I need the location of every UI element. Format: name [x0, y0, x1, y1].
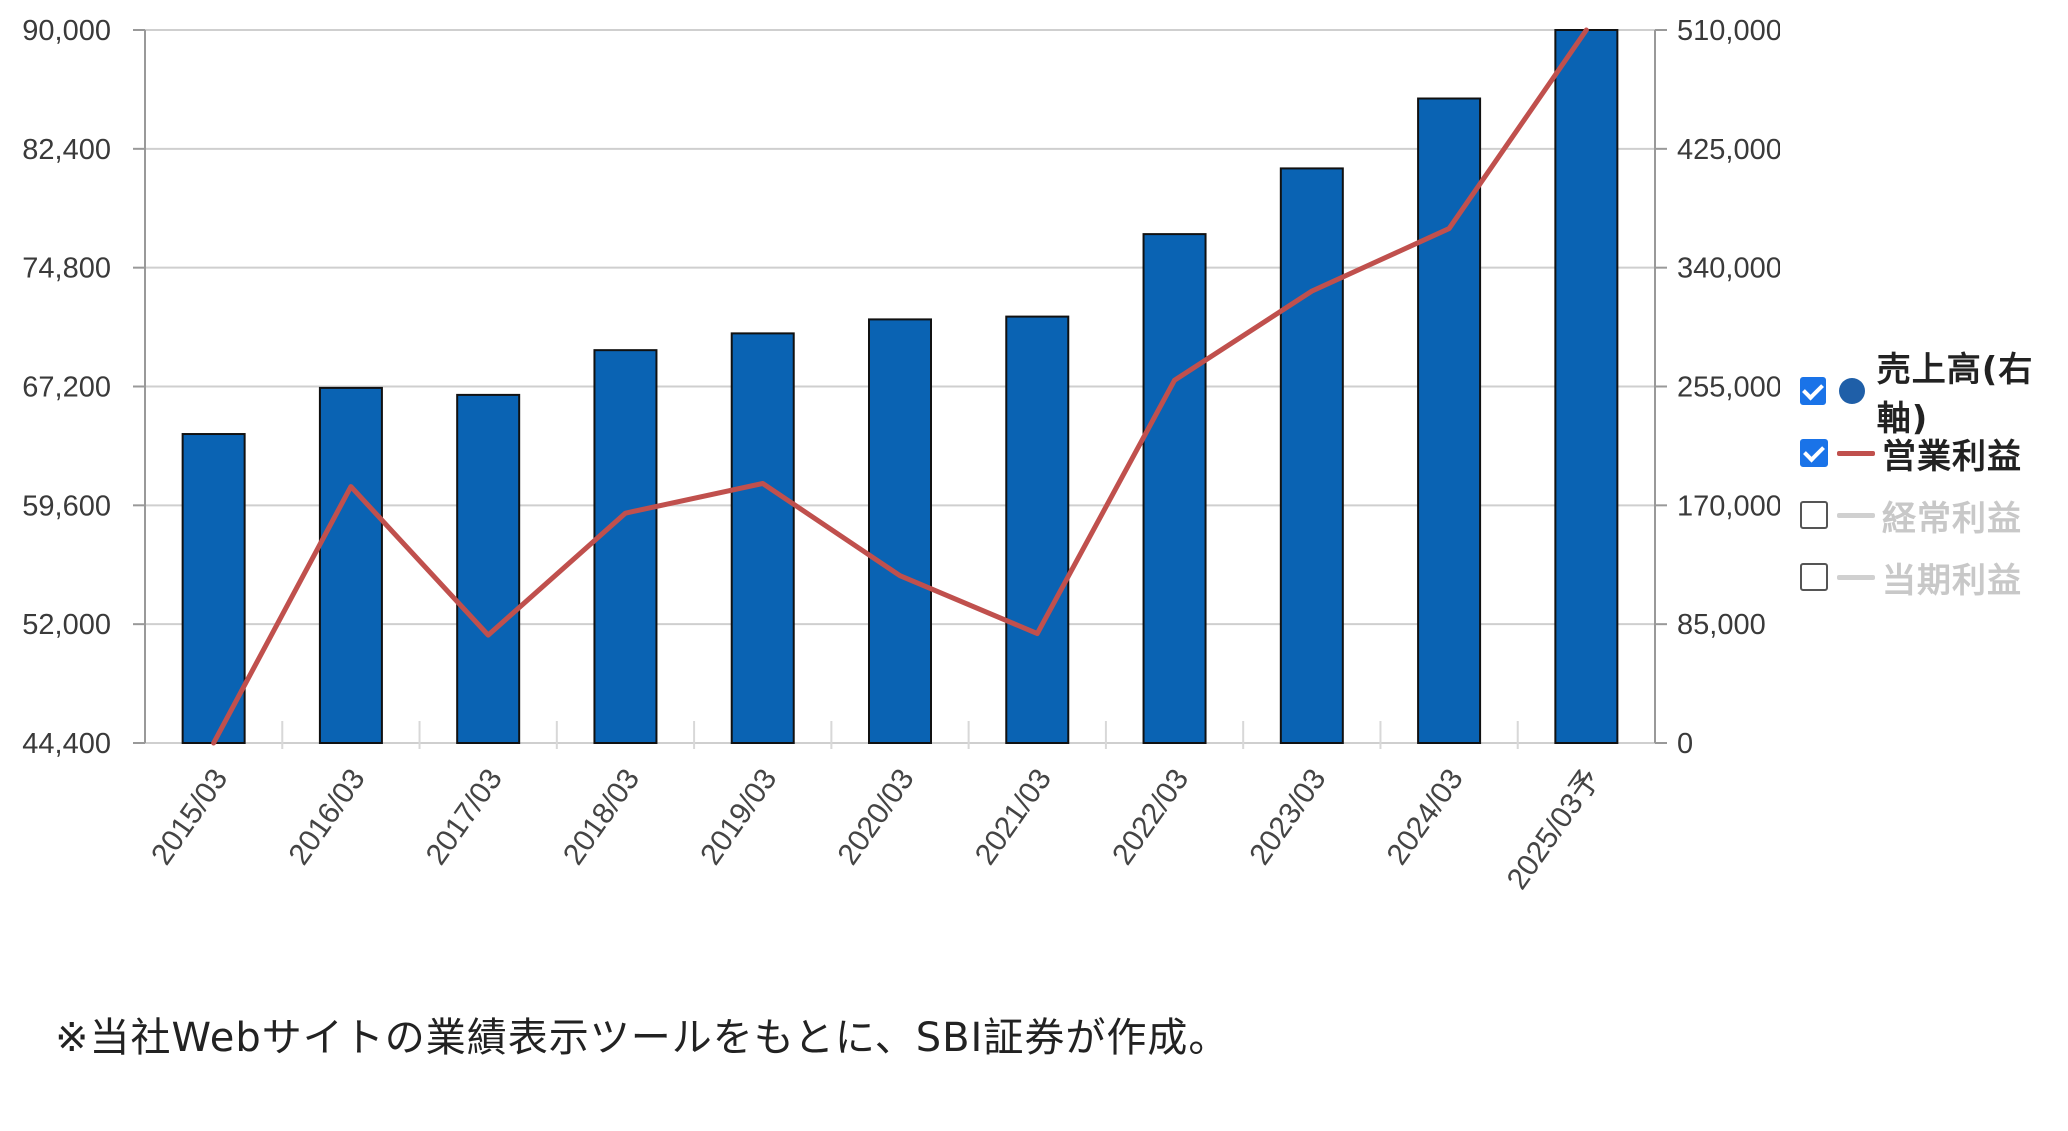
legend-symbol-operating-profit-icon: [1836, 439, 1876, 467]
x-axis-tick-label: 2015/03: [145, 763, 234, 871]
legend-symbol-ordinary-profit-icon: [1836, 501, 1876, 529]
legend-checkbox-sales[interactable]: [1800, 377, 1827, 405]
legend-item-ordinary-profit[interactable]: 経常利益: [1800, 484, 2068, 546]
legend-label-ordinary-profit: 経常利益: [1882, 498, 2022, 539]
legend: 売上高(右軸) 営業利益 経常利益 当期利益: [1800, 350, 2068, 608]
right-axis-tick-label: 340,000: [1677, 253, 1780, 285]
bar-sales: [1005, 315, 1070, 744]
left-axis-tick-label: 59,600: [22, 490, 111, 522]
source-note: ※当社Webサイトの業績表示ツールをもとに、SBI証券が作成。: [55, 1015, 1230, 1061]
x-axis-tick-label: 2016/03: [282, 763, 371, 871]
legend-item-operating-profit[interactable]: 営業利益: [1800, 422, 2068, 484]
x-axis-tick-label: 2022/03: [1106, 763, 1195, 871]
bar-sales: [730, 332, 795, 744]
right-axis-tick-label: 255,000: [1677, 372, 1780, 404]
bar-sales: [1279, 167, 1344, 744]
legend-symbol-net-profit-icon: [1836, 563, 1876, 591]
x-axis-tick-label: 2025/03予: [1501, 763, 1607, 895]
bar-sales: [1417, 97, 1482, 745]
bar-sales: [868, 318, 932, 744]
legend-checkbox-operating-profit[interactable]: [1800, 439, 1828, 467]
left-axis-tick-label: 82,400: [22, 134, 111, 166]
left-axis-tick-label: 90,000: [22, 15, 111, 47]
legend-dot-icon: [1839, 378, 1866, 404]
x-axis-tick-label: 2021/03: [969, 763, 1058, 871]
line-operating-profit: [211, 27, 1589, 746]
legend-line-icon: [1837, 512, 1875, 518]
x-axis-tick-label: 2019/03: [694, 763, 783, 871]
bar-sales: [1142, 233, 1207, 744]
left-axis-tick-label: 52,000: [22, 609, 111, 641]
bar-sales: [593, 349, 658, 744]
x-axis-tick-label: 2018/03: [557, 763, 646, 871]
bar-sales: [318, 386, 383, 744]
legend-item-sales[interactable]: 売上高(右軸): [1800, 350, 2068, 439]
legend-label-net-profit: 当期利益: [1882, 560, 2022, 601]
right-axis-tick-label: 85,000: [1677, 609, 1766, 641]
x-axis-tick-label: 2023/03: [1243, 763, 1332, 871]
chart: 90,000 510,000 82,400 425,000 74,800 340,000 6…: [22, 15, 1780, 895]
right-axis-tick-label: 425,000: [1677, 134, 1780, 166]
legend-line-icon: [1837, 450, 1875, 456]
x-axis-tick-label: 2020/03: [831, 763, 920, 871]
right-axis-tick-label: 170,000: [1677, 490, 1780, 522]
bar-sales: [456, 393, 521, 744]
left-axis-tick-label: 44,400: [22, 728, 111, 760]
right-axis-tick-label: 510,000: [1677, 15, 1780, 47]
legend-label-sales: 売上高(右軸): [1876, 350, 2034, 439]
legend-checkbox-net-profit[interactable]: [1800, 563, 1828, 591]
x-axis-tick-label: 2017/03: [420, 763, 509, 871]
x-axis-tick-label: 2024/03: [1381, 763, 1470, 871]
bar-sales: [181, 433, 246, 744]
legend-symbol-sales-icon: [1834, 377, 1871, 405]
legend-line-icon: [1837, 574, 1875, 580]
right-axis-tick-label: 0: [1677, 728, 1693, 760]
left-axis-tick-label: 74,800: [22, 253, 111, 285]
legend-checkbox-ordinary-profit[interactable]: [1800, 501, 1828, 529]
legend-item-net-profit[interactable]: 当期利益: [1800, 546, 2068, 608]
legend-label-operating-profit: 営業利益: [1882, 436, 2022, 477]
left-axis-tick-label: 67,200: [22, 372, 111, 404]
bar-sales: [1554, 29, 1619, 744]
